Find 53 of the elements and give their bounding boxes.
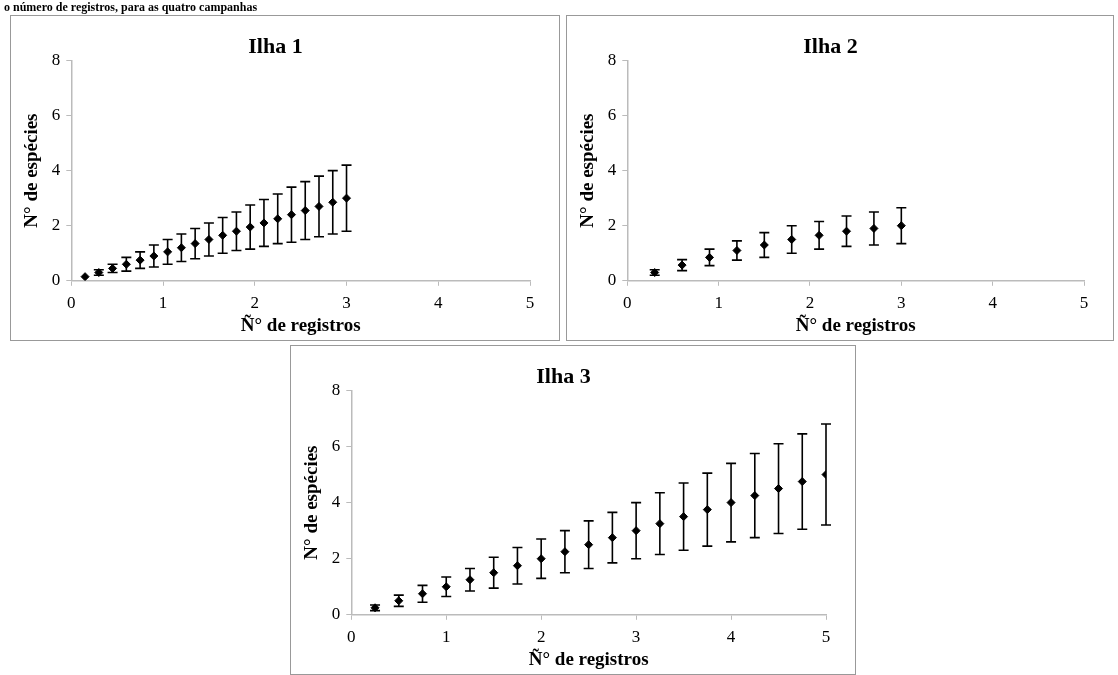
x-tick-label: 1 — [441, 627, 451, 647]
x-tick-label: 1 — [714, 293, 723, 313]
y-tick-label: 2 — [607, 215, 617, 235]
y-tick-label: 6 — [607, 104, 617, 124]
x-tick-label: 0 — [347, 627, 356, 647]
x-axis-title: Ñ° de registros — [528, 647, 649, 669]
x-tick-label: 0 — [67, 293, 76, 313]
point — [342, 193, 352, 203]
x-tick-label: 4 — [434, 293, 444, 313]
x-tick-label: 5 — [821, 627, 831, 647]
x-tick-label: 0 — [623, 293, 632, 313]
y-tick-label: 0 — [607, 270, 617, 290]
x-tick-label: 4 — [988, 293, 998, 313]
y-tick-label: 8 — [331, 379, 341, 399]
point — [163, 247, 173, 257]
chart-title: Ilha 1 — [248, 32, 303, 58]
point — [80, 272, 90, 281]
point — [759, 240, 769, 250]
y-tick-label: 0 — [331, 604, 341, 624]
x-tick-label: 3 — [631, 627, 641, 647]
y-tick-label: 0 — [51, 270, 61, 290]
x-tick-label: 3 — [897, 293, 906, 313]
x-tick-label: 5 — [1079, 293, 1089, 313]
y-tick-label: 4 — [331, 492, 341, 512]
y-tick-label: 8 — [607, 49, 617, 69]
x-tick-label: 2 — [536, 627, 546, 647]
x-tick-label: 5 — [525, 293, 535, 313]
point — [512, 561, 522, 571]
chart-title: Ilha 2 — [803, 32, 858, 58]
x-tick-label: 3 — [342, 293, 351, 313]
y-axis-title: N° de espécies — [300, 445, 322, 560]
x-axis-title: Ñ° de registros — [795, 313, 916, 335]
point — [286, 210, 296, 220]
y-tick-label: 2 — [331, 548, 341, 568]
y-tick-label: 4 — [607, 160, 617, 180]
chart-title: Ilha 3 — [536, 362, 591, 388]
y-tick-label: 4 — [51, 160, 61, 180]
x-axis-title: Ñ° de registros — [240, 313, 361, 335]
x-tick-label: 4 — [726, 627, 736, 647]
x-tick-label: 1 — [158, 293, 168, 313]
y-axis-title: N° de espécies — [20, 113, 42, 228]
y-tick-label: 6 — [51, 104, 61, 124]
x-tick-label: 2 — [805, 293, 815, 313]
point — [176, 243, 186, 253]
point — [842, 226, 852, 236]
x-tick-label: 2 — [250, 293, 260, 313]
y-tick-label: 2 — [51, 215, 61, 235]
text: o número de registros, para as quatro campanhas — [4, 0, 258, 14]
point — [418, 589, 428, 599]
point — [231, 226, 241, 236]
y-axis-title: N° de espécies — [576, 113, 598, 228]
y-tick-label: 8 — [51, 49, 61, 69]
y-tick-label: 6 — [331, 435, 341, 455]
